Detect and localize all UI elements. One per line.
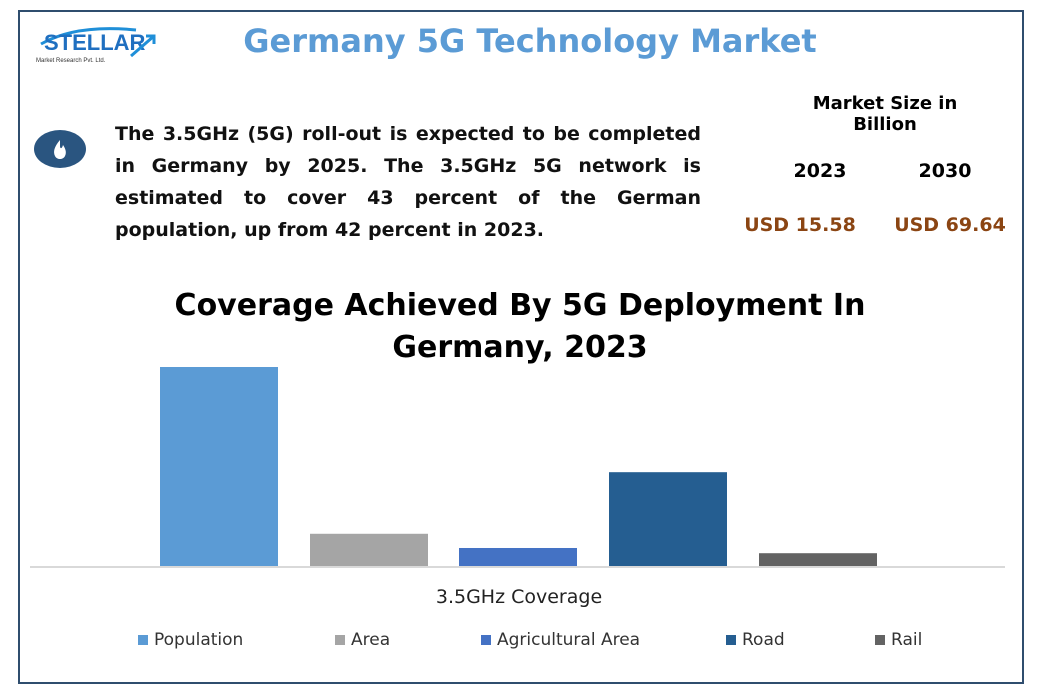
legend-label: Agricultural Area bbox=[497, 630, 641, 650]
value-2023: USD 15.58 bbox=[744, 214, 856, 236]
legend-swatch bbox=[138, 635, 148, 645]
legend-swatch bbox=[335, 635, 345, 645]
infographic-frame bbox=[18, 10, 1024, 684]
market-size-label: Market Size in Billion bbox=[812, 93, 958, 135]
bar-area bbox=[310, 533, 428, 566]
description-text: The 3.5GHz (5G) roll-out is expected to … bbox=[115, 123, 701, 241]
legend-swatch bbox=[481, 635, 491, 645]
svg-text:Market Research Pvt. Ltd.: Market Research Pvt. Ltd. bbox=[36, 58, 106, 64]
legend-swatch bbox=[726, 635, 736, 645]
legend-item: Population bbox=[138, 630, 243, 650]
legend-item: Road bbox=[726, 630, 785, 650]
legend-label: Rail bbox=[891, 630, 923, 650]
legend-label: Population bbox=[154, 630, 244, 650]
flame-icon bbox=[34, 130, 86, 168]
legend-label: Area bbox=[351, 630, 391, 650]
legend-swatch bbox=[875, 635, 885, 645]
legend-item: Rail bbox=[875, 630, 922, 650]
bar-agricultural-area bbox=[459, 547, 577, 566]
year-2023: 2023 bbox=[793, 160, 847, 182]
chart-title: Coverage Achieved By 5G Deployment In Ge… bbox=[174, 288, 866, 365]
page-title: Germany 5G Technology Market bbox=[243, 22, 817, 60]
x-axis-label: 3.5GHz Coverage bbox=[435, 586, 603, 608]
legend-label: Road bbox=[742, 630, 785, 650]
svg-text:STELLAR: STELLAR bbox=[44, 30, 146, 55]
stellar-logo: STELLAR Market Research Pvt. Ltd. bbox=[36, 27, 156, 64]
bar-plot bbox=[30, 367, 1005, 568]
bar-rail bbox=[759, 553, 877, 566]
legend-item: Agricultural Area bbox=[481, 630, 640, 650]
year-2030: 2030 bbox=[918, 160, 972, 182]
bar-road bbox=[609, 472, 727, 566]
value-2030: USD 69.64 bbox=[894, 214, 1006, 236]
bar-population bbox=[160, 367, 278, 566]
legend-item: Area bbox=[335, 630, 390, 650]
